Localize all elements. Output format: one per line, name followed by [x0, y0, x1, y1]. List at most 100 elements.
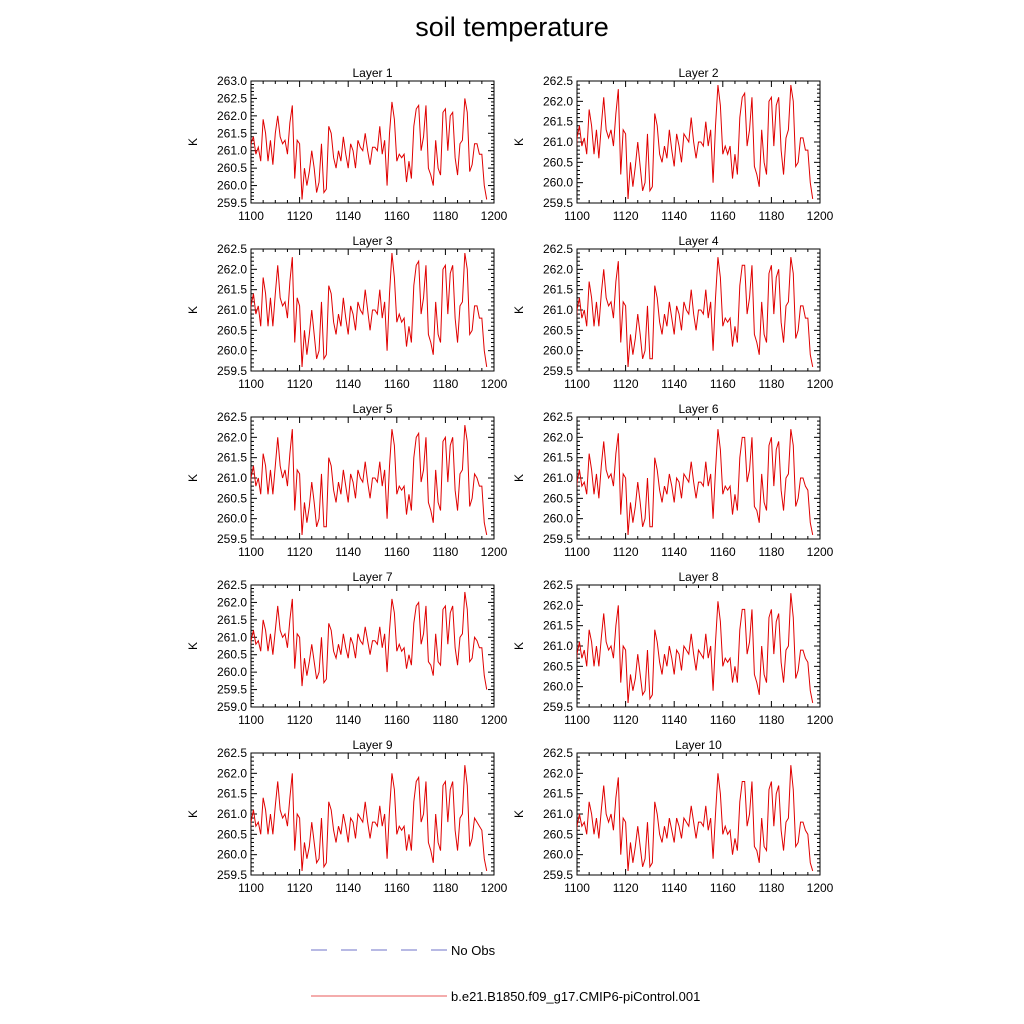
y-tick-label: 260.0: [217, 344, 247, 358]
x-tick-label: 1120: [613, 209, 639, 223]
x-tick-label: 1160: [384, 545, 410, 559]
y-axis-label: K: [186, 642, 200, 650]
y-tick-label: 260.5: [217, 161, 247, 175]
x-tick-label: 1120: [287, 881, 313, 895]
y-tick-label: 260.0: [543, 344, 573, 358]
y-tick-label: 262.0: [543, 766, 573, 780]
panel-title: Layer 4: [678, 234, 718, 248]
x-tick-label: 1120: [613, 377, 639, 391]
x-tick-label: 1160: [384, 713, 410, 727]
x-tick-label: 1200: [481, 377, 508, 391]
x-tick-label: 1160: [710, 545, 736, 559]
x-tick-label: 1100: [238, 545, 264, 559]
y-tick-label: 261.0: [543, 303, 573, 317]
x-tick-label: 1140: [335, 713, 361, 727]
y-tick-label: 259.5: [543, 532, 573, 546]
series-line: [577, 593, 814, 704]
x-tick-label: 1160: [384, 209, 410, 223]
x-tick-label: 1180: [758, 713, 784, 727]
series-line: [577, 765, 814, 872]
x-tick-label: 1180: [432, 545, 458, 559]
panel-9: Layer 9 262.5 262.0 261.5 261.0 260.5 260.0 259…: [186, 738, 508, 895]
y-tick-label: 261.0: [217, 471, 247, 485]
y-tick-label: 262.5: [217, 91, 247, 105]
y-tick-label: 262.5: [543, 74, 573, 88]
x-tick-label: 1100: [238, 881, 264, 895]
x-tick-label: 1140: [661, 209, 687, 223]
y-tick-label: 261.0: [543, 807, 573, 821]
y-tick-label: 259.5: [543, 196, 573, 210]
y-tick-label: 259.0: [217, 700, 247, 714]
x-tick-label: 1100: [564, 377, 590, 391]
x-tick-label: 1180: [432, 713, 458, 727]
x-tick-label: 1180: [432, 209, 458, 223]
y-axis-label: K: [186, 306, 200, 314]
panel-title: Layer 10: [675, 738, 722, 752]
x-tick-label: 1100: [238, 209, 264, 223]
y-axis-label: K: [512, 810, 526, 818]
panel-3: Layer 3 262.5 262.0 261.5 261.0 260.5 260.0 259…: [186, 234, 508, 391]
y-tick-label: 262.0: [217, 262, 247, 276]
x-tick-label: 1160: [710, 713, 736, 727]
y-axis-label: K: [512, 642, 526, 650]
x-tick-label: 1200: [807, 713, 834, 727]
x-tick-label: 1100: [564, 881, 590, 895]
y-tick-label: 259.5: [217, 364, 247, 378]
panel-5: Layer 5 262.5 262.0 261.5 261.0 260.5 260.0 259…: [186, 402, 508, 559]
y-tick-label: 260.0: [217, 848, 247, 862]
x-tick-label: 1200: [807, 881, 834, 895]
x-tick-label: 1120: [287, 713, 313, 727]
legend-label-no-obs: No Obs: [451, 943, 496, 958]
x-tick-label: 1100: [564, 209, 590, 223]
panel-title: Layer 8: [678, 570, 718, 584]
y-tick-label: 262.5: [217, 410, 247, 424]
y-tick-label: 260.5: [217, 491, 247, 505]
panel-title: Layer 7: [352, 570, 392, 584]
series-line: [577, 84, 814, 200]
panel-6: Layer 6 262.5 262.0 261.5 261.0 260.5 260.0 259…: [512, 402, 834, 559]
y-tick-label: 262.0: [543, 430, 573, 444]
x-tick-label: 1140: [335, 209, 361, 223]
y-tick-label: 261.5: [217, 787, 247, 801]
y-axis-label: K: [186, 810, 200, 818]
y-tick-label: 261.5: [543, 283, 573, 297]
y-tick-label: 261.5: [217, 451, 247, 465]
x-tick-label: 1100: [238, 713, 264, 727]
x-tick-label: 1180: [758, 377, 784, 391]
y-tick-label: 261.5: [543, 115, 573, 129]
y-tick-label: 262.5: [543, 242, 573, 256]
y-tick-label: 260.0: [217, 512, 247, 526]
y-tick-label: 260.0: [543, 680, 573, 694]
y-tick-label: 261.5: [217, 613, 247, 627]
y-tick-label: 261.5: [543, 619, 573, 633]
series-line: [251, 765, 488, 872]
y-tick-label: 261.0: [217, 303, 247, 317]
y-tick-label: 262.5: [543, 410, 573, 424]
panel-title: Layer 5: [352, 402, 392, 416]
x-tick-label: 1120: [287, 209, 313, 223]
y-tick-label: 262.0: [217, 430, 247, 444]
y-tick-label: 261.0: [217, 144, 247, 158]
panel-7: Layer 7 262.5 262.0 261.5 261.0 260.5 260.0 259…: [186, 570, 508, 727]
x-tick-label: 1180: [758, 881, 784, 895]
y-tick-label: 259.5: [543, 868, 573, 882]
y-tick-label: 261.0: [543, 471, 573, 485]
plot-frame: [576, 752, 821, 876]
series-line: [251, 98, 488, 200]
y-tick-label: 259.5: [217, 683, 247, 697]
y-tick-label: 262.0: [543, 598, 573, 612]
panel-title: Layer 1: [352, 66, 392, 80]
y-tick-label: 259.5: [217, 532, 247, 546]
y-axis-label: K: [512, 138, 526, 146]
y-tick-label: 261.0: [217, 630, 247, 644]
y-axis-label: K: [512, 306, 526, 314]
x-tick-label: 1200: [481, 545, 508, 559]
x-tick-label: 1160: [384, 881, 410, 895]
plot-frame: [576, 584, 821, 708]
x-tick-label: 1120: [613, 545, 639, 559]
y-tick-label: 260.5: [543, 491, 573, 505]
x-tick-label: 1200: [807, 545, 834, 559]
series-line: [251, 425, 488, 536]
x-tick-label: 1120: [613, 713, 639, 727]
x-tick-label: 1180: [758, 209, 784, 223]
